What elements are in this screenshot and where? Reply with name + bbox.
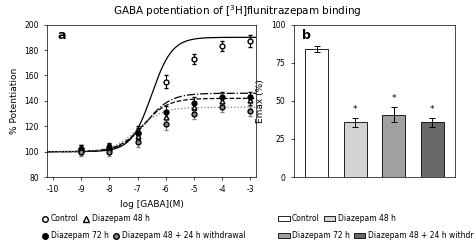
Text: GABA potentiation of [$^3$H]flunitrazepam binding: GABA potentiation of [$^3$H]flunitrazepa… — [113, 4, 361, 19]
Y-axis label: Emax (%): Emax (%) — [256, 79, 265, 123]
Text: *: * — [430, 105, 434, 114]
Text: a: a — [58, 29, 66, 42]
Legend: Diazepam 72 h, Diazepam 48 + 24 h withdrawal: Diazepam 72 h, Diazepam 48 + 24 h withdr… — [278, 231, 474, 240]
X-axis label: log [GABA](M): log [GABA](M) — [120, 200, 183, 209]
Legend: Diazepam 72 h, Diazepam 48 + 24 h withdrawal: Diazepam 72 h, Diazepam 48 + 24 h withdr… — [41, 231, 246, 240]
Text: *: * — [392, 94, 396, 103]
Bar — [305, 49, 328, 177]
Text: *: * — [353, 105, 357, 114]
Bar — [420, 122, 444, 177]
Bar — [344, 122, 367, 177]
Text: b: b — [302, 29, 311, 42]
Y-axis label: % Potentiation: % Potentiation — [10, 68, 19, 134]
Bar — [382, 115, 405, 177]
